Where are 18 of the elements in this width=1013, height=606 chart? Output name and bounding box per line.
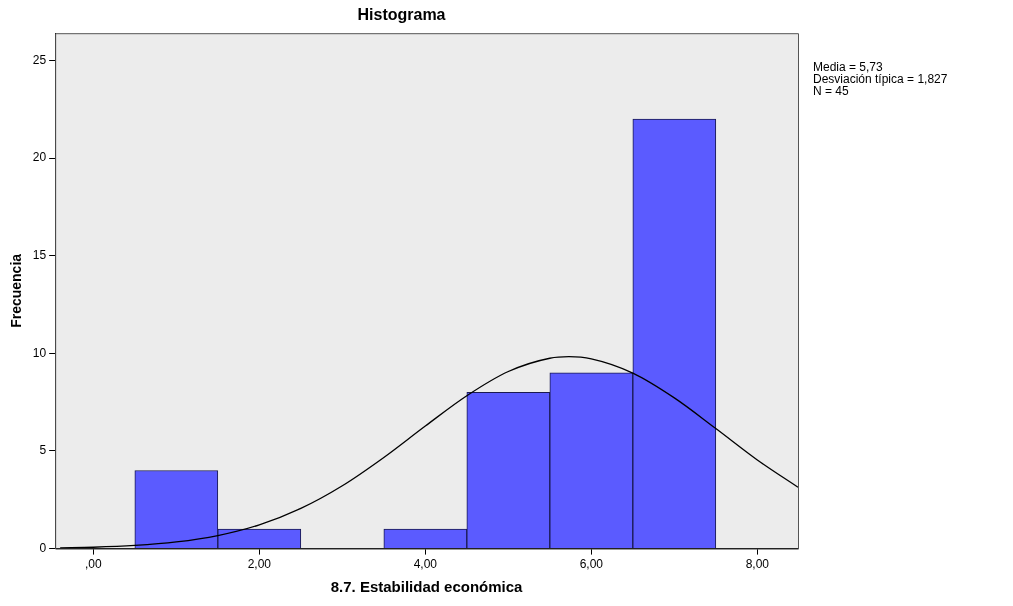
y-tick-label: 25 (32, 52, 47, 67)
x-axis-title: 8.7. Estabilidad económica (330, 578, 524, 596)
text: Media = 5,73 (813, 59, 884, 74)
line-series (59, 356, 798, 549)
x-tick-label: 8,00 (745, 557, 770, 572)
text: Desviación típica = 1,827 (813, 71, 948, 86)
x-tick-label: 4,00 (413, 557, 438, 572)
y-tick-label: 5 (39, 443, 47, 458)
chart-title: Histograma (357, 6, 446, 24)
y-tick-label: 20 (32, 150, 47, 165)
text: N = 45 (813, 83, 850, 98)
y-tick-label: 15 (32, 248, 47, 263)
x-tick-label: ,00 (84, 557, 102, 572)
y-axis-title: Frecuencia (8, 253, 25, 328)
y-tick-label: 0 (39, 540, 47, 555)
y-tick-label: 10 (32, 345, 47, 360)
x-tick-label: 6,00 (579, 557, 604, 572)
x-tick-label: 2,00 (247, 557, 272, 572)
